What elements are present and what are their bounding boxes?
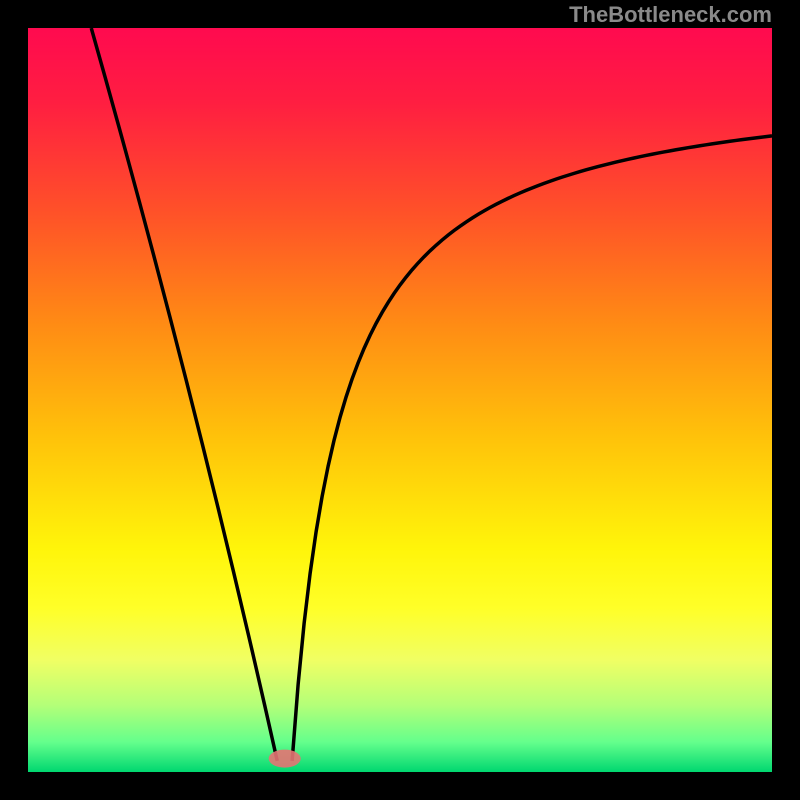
bottleneck-chart	[0, 0, 800, 800]
plot-background	[28, 28, 772, 772]
watermark-text: TheBottleneck.com	[569, 2, 772, 28]
minimum-marker	[269, 750, 301, 768]
